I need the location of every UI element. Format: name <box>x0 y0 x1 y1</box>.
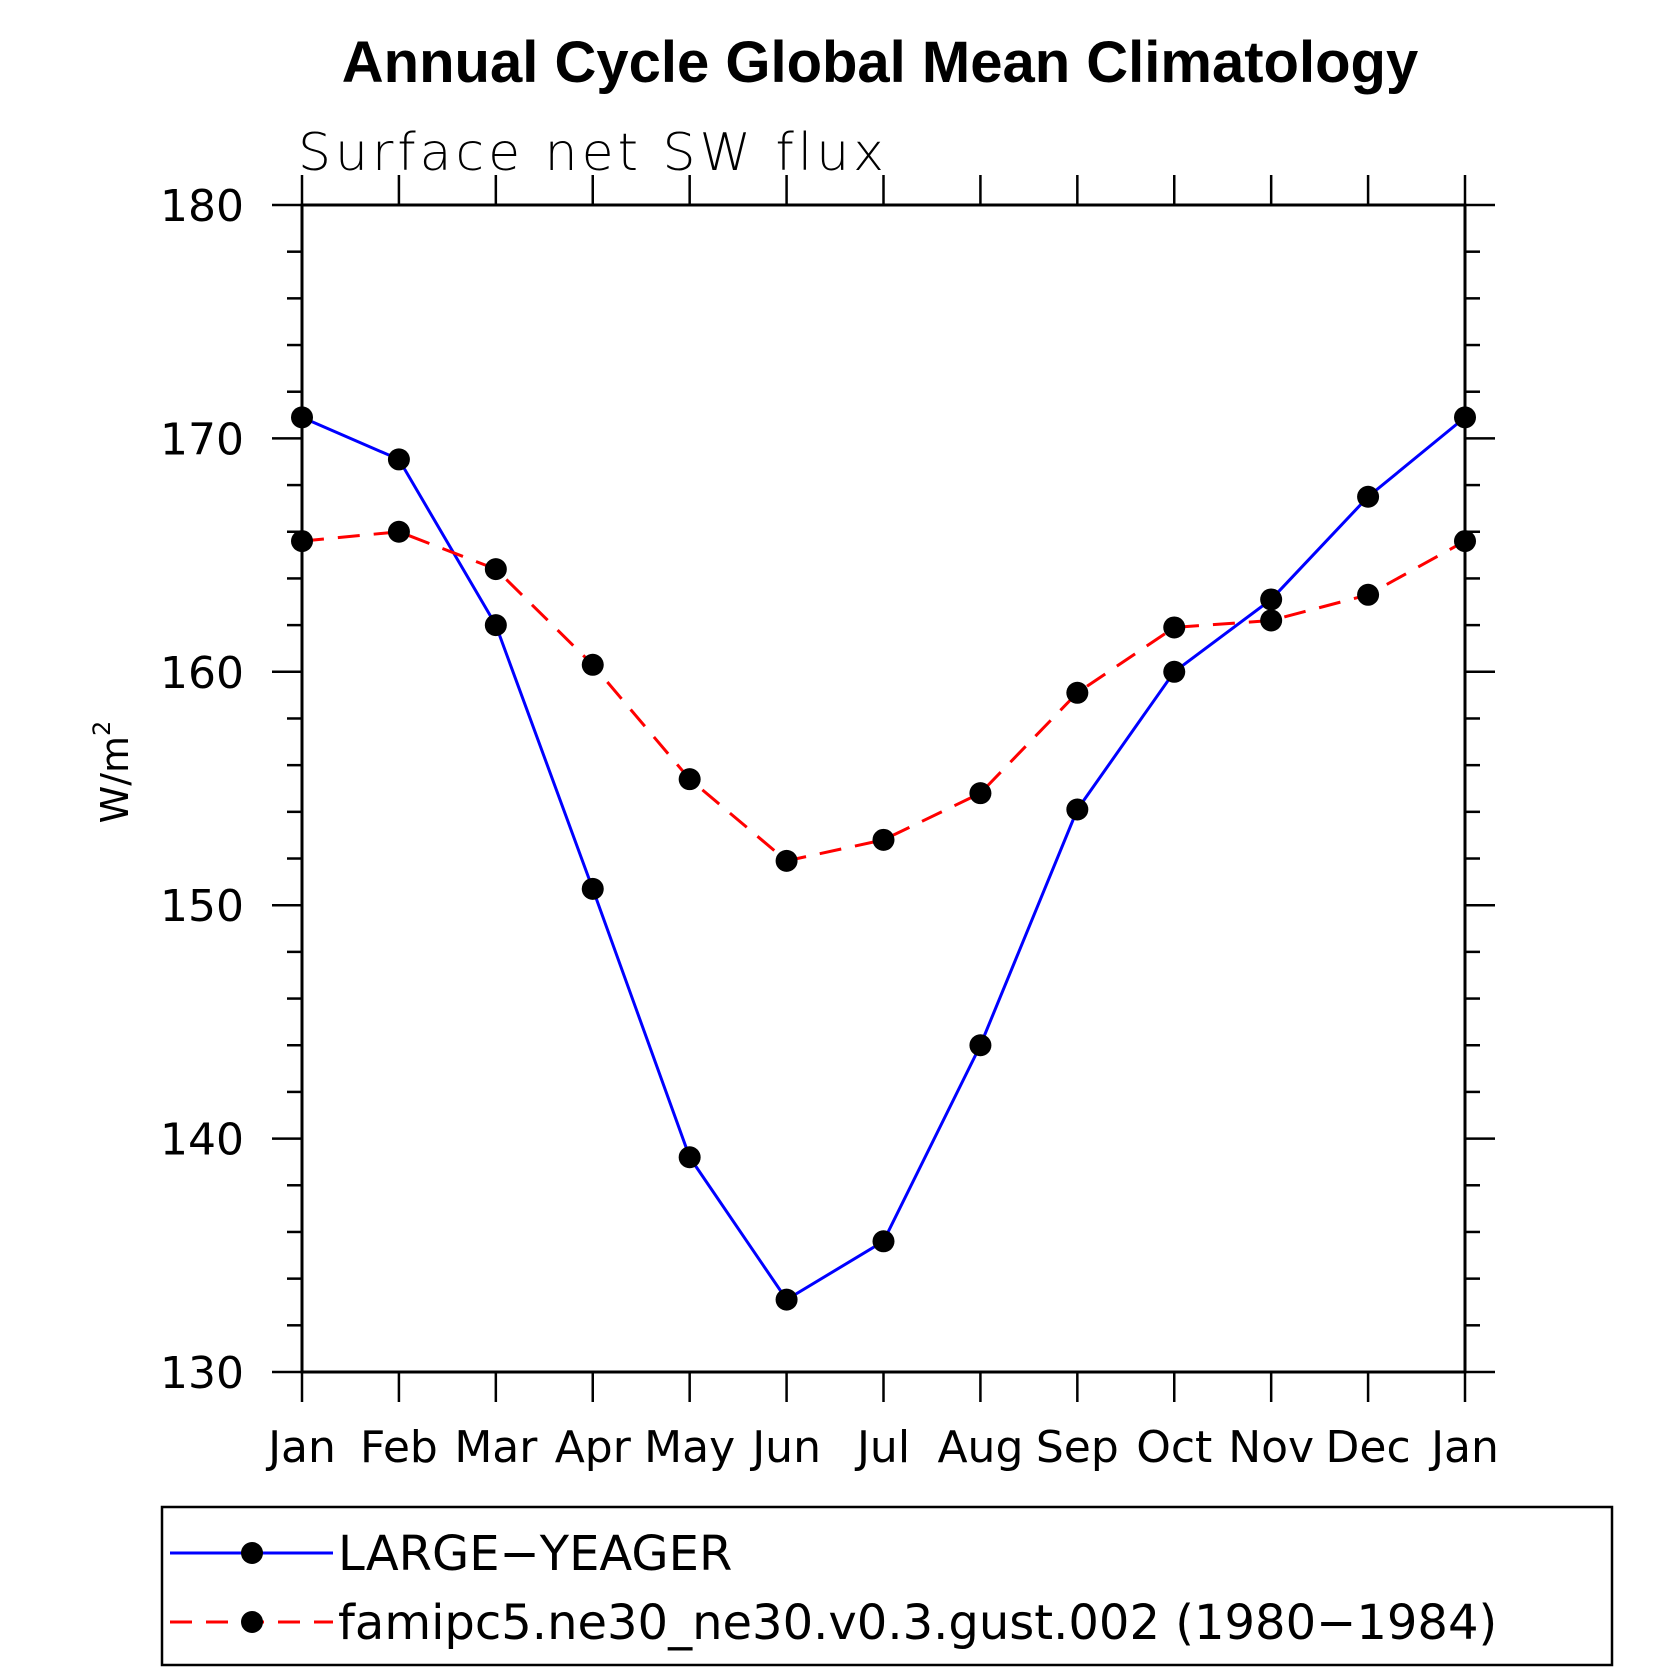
plot-area <box>291 406 1476 1311</box>
x-tick-label: May <box>644 1422 735 1473</box>
chart-title: Annual Cycle Global Mean Climatology <box>342 30 1418 95</box>
data-point <box>291 406 313 429</box>
legend: LARGE−YEAGER famipc5.ne30_ne30.v0.3.gust.… <box>160 1505 1614 1667</box>
y-tick-label: 130 <box>160 1348 244 1399</box>
data-point <box>1260 609 1283 632</box>
data-point <box>1454 530 1476 553</box>
chart-subtitle: Surface net SW flux <box>298 123 888 183</box>
data-point <box>872 1230 895 1253</box>
y-tick-label: 170 <box>160 414 244 465</box>
x-tick-label: Nov <box>1228 1422 1314 1473</box>
x-tick-label: Oct <box>1136 1422 1212 1473</box>
data-point <box>1357 485 1380 508</box>
data-point <box>484 558 507 581</box>
legend-box <box>160 1505 1614 1667</box>
y-tick-label: 180 <box>160 181 244 232</box>
x-tick-label: Apr <box>555 1422 632 1473</box>
axes: 130 140 150 160 170 180 Jan Feb Mar Apr May Jun Jul A… <box>160 175 1499 1473</box>
x-tick-label: Dec <box>1326 1422 1411 1473</box>
x-tick-label: Feb <box>360 1422 438 1473</box>
plot-frame <box>300 203 1467 1374</box>
data-point <box>1066 681 1089 704</box>
x-tick-label: Jan <box>265 1422 336 1473</box>
data-point <box>969 782 992 805</box>
data-point <box>387 448 410 471</box>
data-point <box>581 877 604 900</box>
legend-marker <box>241 1611 263 1633</box>
x-tick-label: Jul <box>854 1422 910 1473</box>
data-point <box>1163 616 1186 639</box>
series-line <box>301 416 1466 1302</box>
series-2 <box>291 520 1476 872</box>
data-point <box>387 520 410 543</box>
data-point <box>1163 660 1186 683</box>
data-point <box>581 653 604 676</box>
data-point <box>872 828 895 851</box>
data-point <box>775 849 798 872</box>
x-tick-label: Aug <box>937 1422 1023 1473</box>
data-point <box>969 1034 992 1057</box>
y-axis-label-text: W/m <box>93 736 137 823</box>
data-point <box>775 1288 798 1311</box>
legend-entry: LARGE−YEAGER <box>170 1526 732 1582</box>
svg-text:W/m2: W/m2 <box>88 721 137 824</box>
legend-entry: famipc5.ne30_ne30.v0.3.gust.002 (1980−19… <box>170 1595 1497 1651</box>
legend-label: LARGE−YEAGER <box>338 1526 732 1582</box>
series-1 <box>291 406 1476 1311</box>
y-tick-label: 150 <box>160 881 244 932</box>
series-line <box>301 530 1466 863</box>
y-tick-label: 160 <box>160 648 244 699</box>
data-point <box>1454 406 1476 429</box>
data-point <box>484 614 507 637</box>
data-point <box>291 530 313 553</box>
y-tick-label: 140 <box>160 1115 244 1166</box>
y-axis-label: W/m2 <box>88 721 137 824</box>
x-tick-label: Jan <box>1428 1422 1499 1473</box>
x-tick-label: Jun <box>749 1422 821 1473</box>
legend-marker <box>241 1542 263 1564</box>
data-point <box>678 1146 701 1169</box>
y-axis-label-superscript: 2 <box>88 721 116 736</box>
x-tick-label: Mar <box>454 1422 538 1473</box>
data-point <box>1066 798 1089 821</box>
legend-label: famipc5.ne30_ne30.v0.3.gust.002 (1980−19… <box>338 1595 1497 1651</box>
data-point <box>1260 588 1283 611</box>
x-tick-label: Sep <box>1036 1422 1119 1473</box>
data-point <box>1357 583 1380 606</box>
data-point <box>678 768 701 791</box>
